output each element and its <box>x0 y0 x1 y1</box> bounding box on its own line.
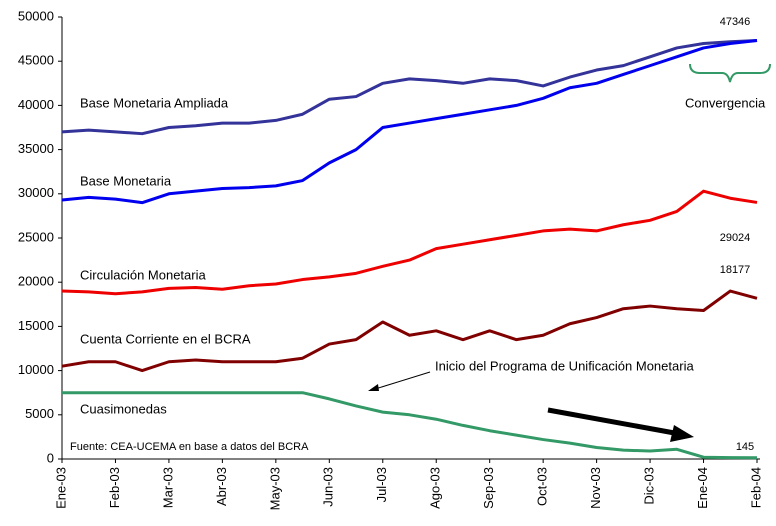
x-tick-label: May-03 <box>267 467 282 510</box>
y-tick-label: 35000 <box>18 141 54 156</box>
y-tick-label: 45000 <box>18 53 54 68</box>
annotation: Convergencia <box>685 95 766 110</box>
y-tick-label: 30000 <box>18 185 54 200</box>
series-label: Base Monetaria Ampliada <box>80 95 229 110</box>
x-tick-label: Abr-03 <box>214 467 229 506</box>
source-note: Fuente: CEA-UCEMA en base a datos del BC… <box>70 441 309 453</box>
y-tick-label: 40000 <box>18 97 54 112</box>
y-tick-label: 5000 <box>25 406 54 421</box>
series-label: Cuasimonedas <box>80 401 167 416</box>
x-tick-label: Mar-03 <box>160 467 175 508</box>
y-tick-label: 25000 <box>18 229 54 244</box>
x-tick-label: Feb-03 <box>107 467 122 508</box>
x-tick-label: Oct-03 <box>535 467 550 506</box>
series-line <box>61 189 758 296</box>
y-tick-label: 50000 <box>18 8 54 23</box>
series-label: Base Monetaria <box>80 173 172 188</box>
x-tick-label: Ago-03 <box>428 467 443 509</box>
series-label: Circulación Monetaria <box>80 267 206 282</box>
x-tick-label: Ene-04 <box>695 467 710 509</box>
x-tick-label: Dic-03 <box>642 467 657 505</box>
arrow <box>547 407 681 437</box>
x-tick-label: Nov-03 <box>588 467 603 509</box>
y-tick-label: 0 <box>47 450 54 465</box>
arrow-head <box>670 425 694 442</box>
value-label: 18177 <box>720 264 751 276</box>
series-line <box>61 38 758 136</box>
y-tick-label: 15000 <box>18 318 54 333</box>
value-label: 47346 <box>720 16 751 28</box>
series-line <box>61 38 758 205</box>
x-tick-label: Sep-03 <box>481 467 496 509</box>
arrow <box>371 371 431 391</box>
annotation: Inicio del Programa de Unificación Monet… <box>435 358 694 373</box>
x-tick-label: Jul-03 <box>374 467 389 502</box>
value-label: 29024 <box>720 232 751 244</box>
x-tick-label: Jun-03 <box>321 467 336 507</box>
value-label: 145 <box>736 441 754 453</box>
y-tick-label: 10000 <box>18 362 54 377</box>
series-label: Cuenta Corriente en el BCRA <box>80 331 251 346</box>
arrow-head <box>368 384 379 391</box>
x-tick-label: Ene-03 <box>53 467 68 509</box>
series-line <box>61 289 758 373</box>
y-tick-label: 20000 <box>18 274 54 289</box>
x-tick-label: Feb-04 <box>748 467 763 508</box>
series-line <box>62 391 758 460</box>
brace <box>689 63 771 83</box>
